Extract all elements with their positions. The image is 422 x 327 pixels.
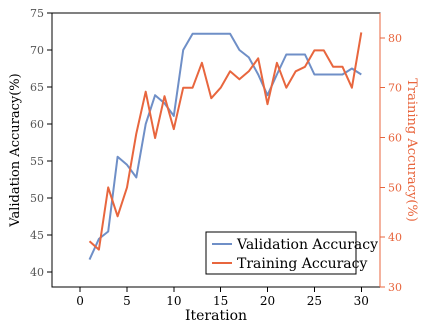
legend: Validation Accuracy Training Accuracy (205, 231, 378, 275)
right-tick-label: 70 (388, 82, 402, 95)
right-tick-label: 50 (388, 181, 402, 194)
x-axis-label: Iteration (185, 308, 247, 324)
right-tick-label: 80 (388, 32, 402, 45)
left-tick-label: 65 (30, 81, 44, 94)
left-tick-label: 45 (30, 229, 44, 242)
legend-label-validation: Validation Accuracy (236, 237, 378, 253)
left-tick-label: 40 (30, 266, 44, 279)
left-tick-label: 55 (30, 155, 44, 168)
x-tick-label: 20 (260, 294, 275, 308)
x-tick-label: 0 (76, 294, 84, 308)
legend-label-training: Training Accuracy (237, 256, 367, 272)
validation-accuracy-line (88, 32, 362, 261)
training-accuracy-line (88, 32, 363, 251)
x-tick-label: 5 (123, 294, 131, 308)
left-tick-label: 50 (30, 192, 44, 205)
left-tick-label: 75 (30, 7, 44, 20)
right-axis-ticks: 30 40 50 60 70 80 (380, 32, 402, 294)
right-tick-label: 30 (388, 281, 402, 294)
left-axis-label: Validation Accuracy(%) (8, 73, 23, 227)
left-tick-label: 60 (30, 118, 44, 131)
x-tick-label: 10 (166, 294, 181, 308)
x-axis-ticks: 0 5 10 15 20 25 30 (76, 287, 369, 308)
x-tick-label: 30 (354, 294, 369, 308)
left-axis-ticks: 40 45 50 55 60 65 70 75 (30, 7, 52, 279)
series-layer (88, 32, 363, 261)
right-axis-label: Training Accuracy(%) (404, 78, 419, 222)
x-tick-label: 15 (213, 294, 228, 308)
right-tick-label: 60 (388, 132, 402, 145)
left-tick-label: 70 (30, 44, 44, 57)
x-tick-label: 25 (307, 294, 322, 308)
legend-box (205, 231, 357, 275)
right-tick-label: 40 (388, 231, 402, 244)
